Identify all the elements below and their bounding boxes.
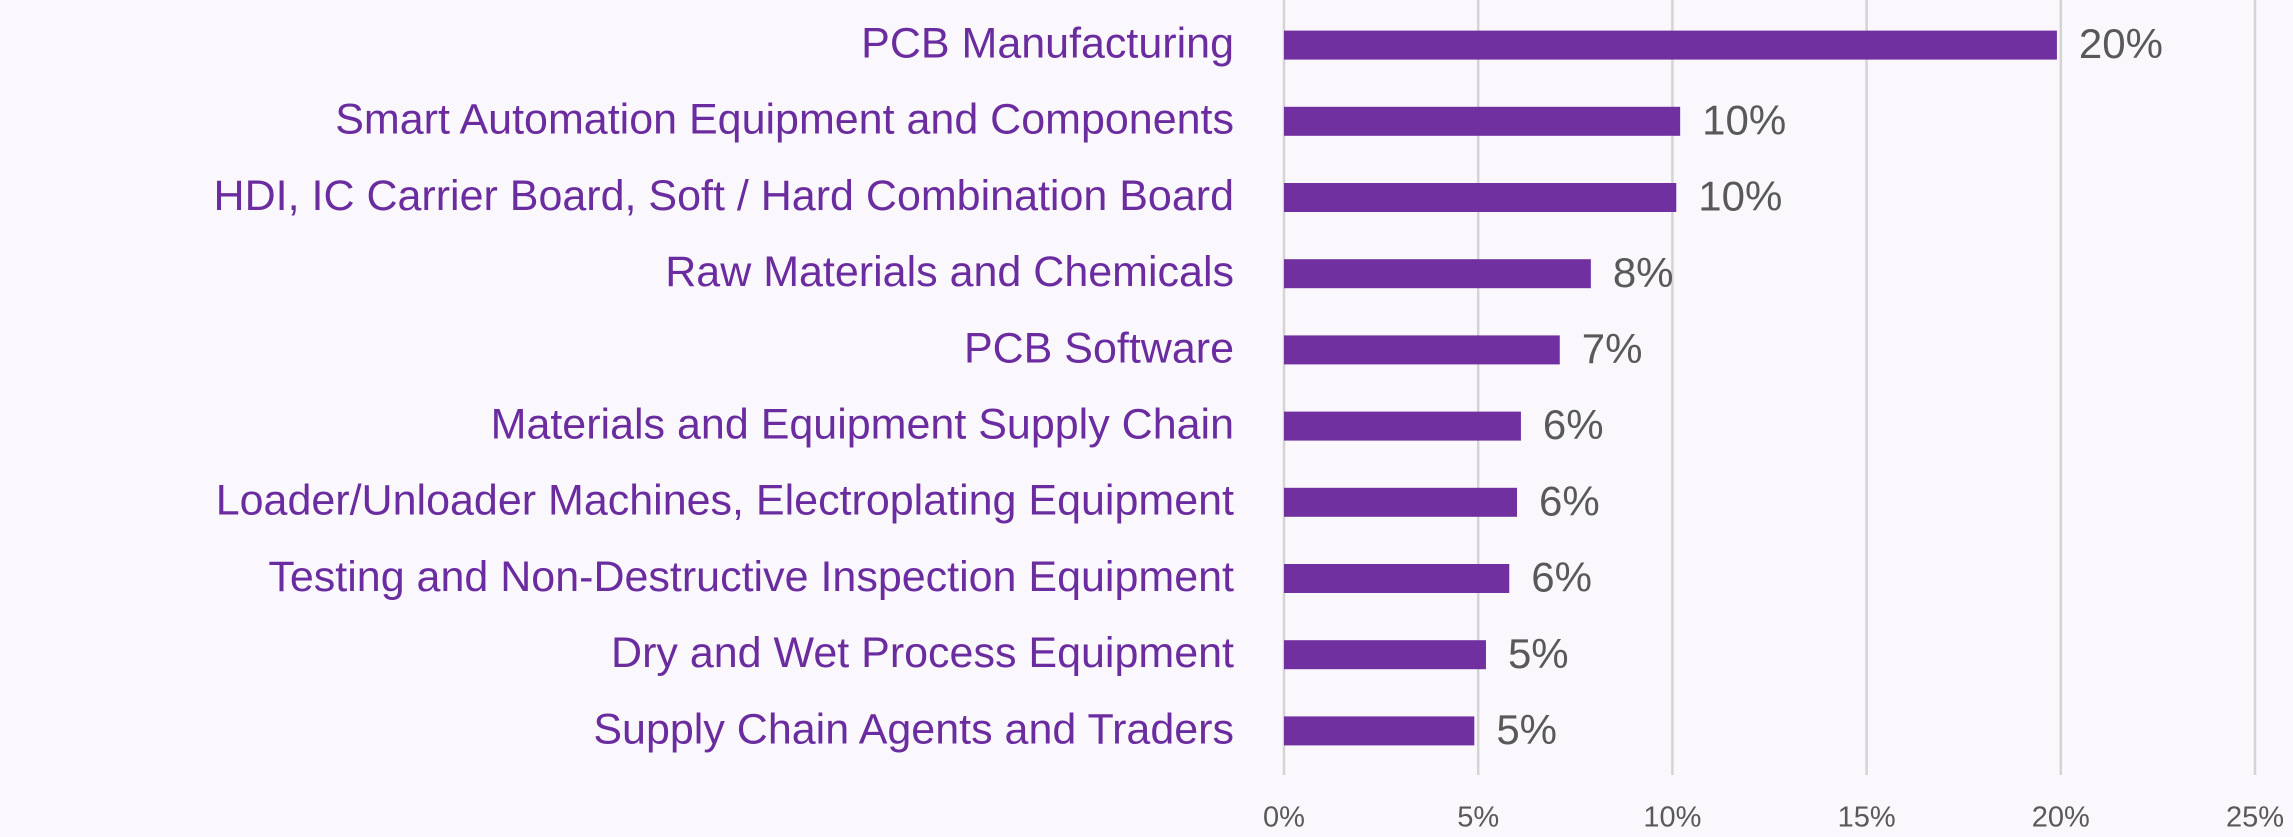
bar: [1284, 30, 2057, 60]
bar: [1284, 183, 1677, 212]
value-label: 7%: [1582, 325, 1643, 372]
bar: [1284, 411, 1521, 441]
category-label: PCB Manufacturing: [861, 19, 1234, 67]
bar: [1284, 487, 1518, 517]
bar: [1284, 564, 1510, 593]
x-tick-label: 5%: [1457, 802, 1499, 834]
bar: [1284, 335, 1560, 365]
bar: [1284, 259, 1591, 289]
value-label: 10%: [1702, 96, 1786, 143]
category-label: Supply Chain Agents and Traders: [593, 705, 1234, 753]
bar: [1284, 640, 1486, 670]
category-label: Dry and Wet Process Equipment: [611, 629, 1234, 677]
value-label: 8%: [1613, 249, 1674, 296]
category-label: Loader/Unloader Machines, Electroplating…: [216, 477, 1234, 525]
x-tick-label: 10%: [1643, 802, 1701, 834]
value-label: 6%: [1543, 401, 1604, 448]
x-tick-label: 15%: [1838, 802, 1896, 834]
category-label: Smart Automation Equipment and Component…: [335, 96, 1234, 144]
category-label: Materials and Equipment Supply Chain: [491, 400, 1234, 448]
x-tick-label: 20%: [2032, 802, 2090, 834]
bar: [1284, 106, 1681, 136]
category-label: Raw Materials and Chemicals: [665, 248, 1234, 296]
value-label: 10%: [1698, 173, 1782, 220]
value-label: 5%: [1496, 706, 1557, 753]
x-tick-label: 25%: [2226, 802, 2284, 834]
x-tick-label: 0%: [1263, 802, 1305, 834]
category-label: PCB Software: [964, 324, 1234, 372]
category-label: HDI, IC Carrier Board, Soft / Hard Combi…: [214, 172, 1234, 220]
value-label: 6%: [1531, 554, 1592, 601]
bar: [1284, 716, 1475, 746]
value-label: 5%: [1508, 630, 1569, 677]
value-label: 6%: [1539, 477, 1600, 524]
category-label: Testing and Non-Destructive Inspection E…: [268, 553, 1234, 601]
value-label: 20%: [2079, 20, 2163, 67]
